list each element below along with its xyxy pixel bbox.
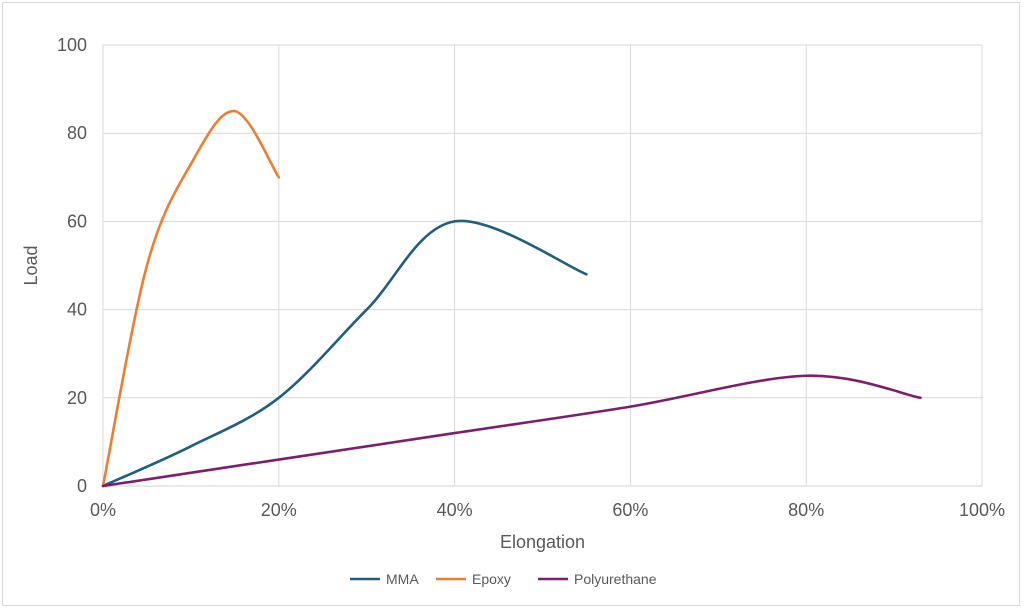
series-lines — [101, 109, 922, 488]
x-tick-label: 60% — [612, 500, 648, 520]
y-tick-label: 0 — [77, 476, 87, 496]
series-line-epoxy — [101, 109, 281, 488]
x-tick-label: 100% — [959, 500, 1005, 520]
tick-labels: 0% 20% 40% 60% 80% 100% 0 20 40 60 80 100 — [57, 35, 1005, 520]
y-tick-label: 80 — [67, 123, 87, 143]
y-tick-label: 60 — [67, 211, 87, 231]
gridlines — [102, 44, 983, 486]
y-tick-label: 100 — [57, 35, 87, 55]
y-axis-label: Load — [21, 245, 41, 285]
x-axis-label: Elongation — [500, 532, 585, 552]
y-tick-label: 20 — [67, 388, 87, 408]
legend-label-polyurethane: Polyurethane — [574, 571, 657, 587]
legend-label-mma: MMA — [386, 571, 419, 587]
x-tick-label: 20% — [261, 500, 297, 520]
series-line-mma — [101, 219, 588, 488]
legend-label-epoxy: Epoxy — [472, 571, 511, 587]
x-tick-label: 40% — [437, 500, 473, 520]
line-chart: 0% 20% 40% 60% 80% 100% 0 20 40 60 80 100 Elongatio… — [21, 35, 1005, 587]
legend: MMA Epoxy Polyurethane — [350, 571, 657, 587]
x-tick-label: 0% — [90, 500, 116, 520]
series-line-polyurethane — [101, 374, 922, 488]
x-tick-label: 80% — [788, 500, 824, 520]
y-tick-label: 40 — [67, 300, 87, 320]
